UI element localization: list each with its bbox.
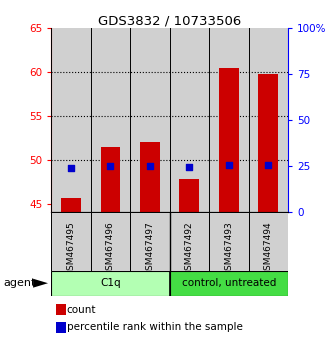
Bar — [91, 28, 130, 212]
Bar — [219, 68, 239, 212]
Text: GSM467496: GSM467496 — [106, 221, 115, 276]
Text: GSM467493: GSM467493 — [224, 221, 233, 276]
Title: GDS3832 / 10733506: GDS3832 / 10733506 — [98, 14, 241, 27]
Bar — [130, 212, 169, 271]
Text: count: count — [67, 305, 96, 315]
Bar — [51, 212, 91, 271]
Point — [265, 162, 271, 168]
Text: GSM467492: GSM467492 — [185, 221, 194, 276]
Bar — [169, 212, 209, 271]
Point — [226, 162, 231, 168]
Bar — [101, 147, 120, 212]
Bar — [249, 212, 288, 271]
Bar — [259, 74, 278, 212]
Text: GSM467495: GSM467495 — [67, 221, 75, 276]
Bar — [91, 212, 130, 271]
Point — [147, 164, 153, 169]
Text: control, untreated: control, untreated — [182, 278, 276, 288]
Bar — [209, 28, 249, 212]
Bar — [51, 271, 169, 296]
Bar — [209, 212, 249, 271]
Point — [187, 165, 192, 170]
Bar — [249, 28, 288, 212]
Text: GSM467494: GSM467494 — [264, 221, 273, 276]
Text: agent: agent — [3, 278, 36, 288]
Text: C1q: C1q — [100, 278, 121, 288]
Point — [69, 165, 74, 171]
Bar — [169, 28, 209, 212]
Text: percentile rank within the sample: percentile rank within the sample — [67, 322, 243, 332]
Bar — [51, 28, 91, 212]
Bar — [130, 28, 169, 212]
Bar — [140, 142, 160, 212]
Point — [108, 164, 113, 169]
Bar — [61, 198, 81, 212]
Text: GSM467497: GSM467497 — [145, 221, 155, 276]
Bar — [56, 304, 66, 315]
Polygon shape — [33, 279, 48, 288]
Bar — [179, 179, 199, 212]
Bar — [169, 271, 288, 296]
Bar — [56, 322, 66, 333]
